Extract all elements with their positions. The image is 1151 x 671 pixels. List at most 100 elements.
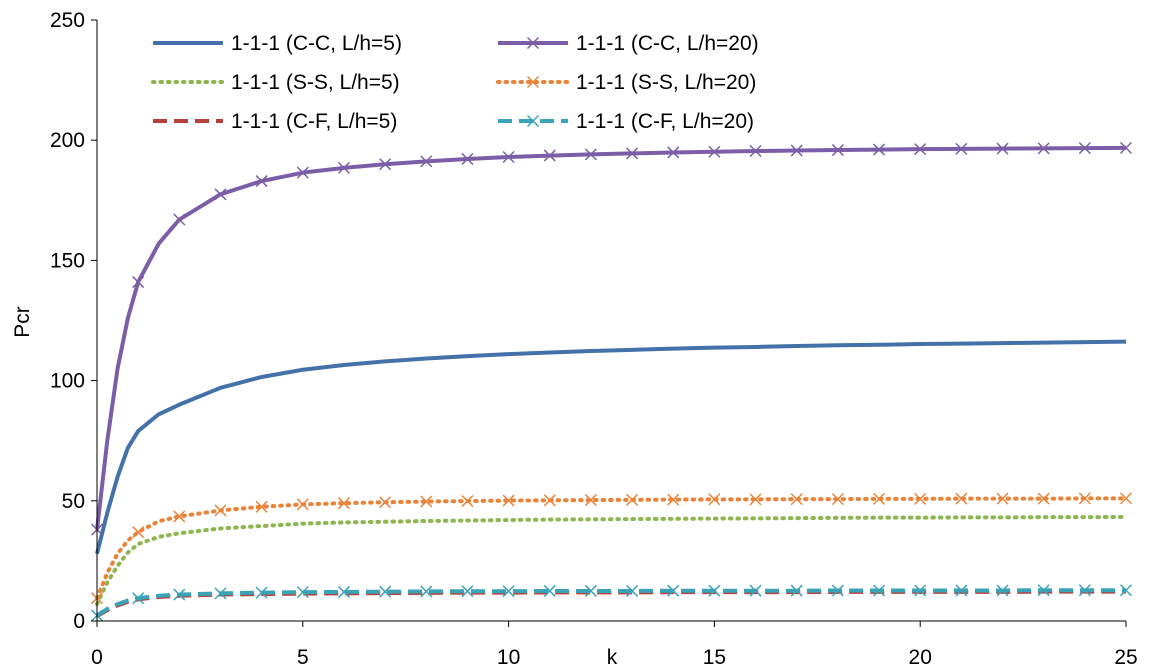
legend-item: 1-1-1 (C-C, L/h=5) — [153, 32, 402, 55]
data-point — [626, 493, 639, 506]
data-point — [543, 149, 556, 162]
x-tick-label: 20 — [909, 646, 932, 669]
series-1 — [95, 339, 1127, 555]
data-point — [461, 152, 474, 165]
data-point — [255, 175, 268, 188]
data-point — [831, 493, 844, 506]
data-point — [914, 584, 927, 597]
data-point — [790, 584, 803, 597]
y-tick-label: 50 — [62, 490, 85, 513]
data-point — [1078, 492, 1091, 505]
x-tick-label: 15 — [703, 646, 726, 669]
legend-item: 1-1-1 (C-C, L/h=20) — [498, 32, 759, 55]
series-5 — [95, 589, 1126, 618]
data-point — [420, 495, 433, 508]
data-point — [831, 144, 844, 157]
axes: 0 50 100 150 200 250 0 5 10 15 20 25 — [50, 9, 1138, 669]
data-point — [337, 161, 350, 174]
data-point — [1037, 584, 1050, 597]
data-point — [1078, 142, 1091, 155]
data-point — [996, 584, 1009, 597]
data-point — [873, 584, 886, 597]
data-point — [790, 493, 803, 506]
x-tick-label: 0 — [91, 646, 103, 669]
data-point — [296, 498, 309, 511]
data-point — [749, 144, 762, 158]
legend-item: 1-1-1 (C-F, L/h=5) — [153, 110, 397, 133]
data-point — [1037, 142, 1050, 155]
series-line — [95, 588, 1126, 618]
data-point — [914, 492, 927, 505]
data-point — [1119, 141, 1133, 154]
data-point — [749, 493, 762, 506]
legend-label: 1-1-1 (C-C, L/h=5) — [231, 32, 402, 55]
legend-label: 1-1-1 (C-F, L/h=5) — [231, 110, 397, 133]
data-point — [255, 586, 268, 599]
data-point — [914, 143, 927, 156]
data-point — [461, 585, 474, 598]
data-point — [214, 504, 227, 517]
data-point — [296, 166, 309, 179]
data-point — [831, 584, 844, 597]
y-tick-label: 0 — [73, 610, 85, 633]
data-point — [667, 146, 680, 159]
legend-item: 1-1-1 (C-F, L/h=20) — [498, 110, 754, 133]
legend-item: 1-1-1 (S-S, L/h=20) — [496, 71, 756, 94]
data-point — [708, 493, 721, 506]
series-4 — [90, 492, 1133, 605]
series-line — [95, 145, 1127, 530]
data-point — [790, 144, 803, 157]
data-point — [543, 584, 556, 597]
legend-label: 1-1-1 (C-C, L/h=20) — [576, 32, 759, 55]
data-point — [1037, 492, 1050, 505]
y-tick-label: 200 — [50, 129, 85, 152]
data-point — [173, 588, 186, 601]
data-point — [255, 500, 268, 513]
data-point — [708, 584, 721, 597]
data-point — [214, 188, 227, 201]
data-point — [543, 494, 556, 507]
data-point — [955, 584, 968, 597]
data-point — [667, 493, 680, 506]
plot-area — [90, 141, 1133, 622]
data-point — [996, 142, 1009, 155]
x-tick-label: 25 — [1114, 646, 1137, 669]
data-point — [626, 147, 639, 160]
legend-label: 1-1-1 (S-S, L/h=20) — [576, 71, 756, 94]
data-point — [667, 584, 680, 597]
data-point — [502, 150, 515, 164]
series-3 — [95, 514, 1128, 607]
data-point — [584, 584, 597, 597]
legend-marker — [526, 36, 540, 50]
legend-label: 1-1-1 (S-S, L/h=5) — [231, 71, 400, 94]
data-point — [996, 492, 1009, 505]
data-point — [584, 494, 597, 507]
x-tick-label: 5 — [297, 646, 309, 669]
data-point — [379, 496, 392, 509]
data-point — [173, 213, 186, 226]
data-point — [1119, 584, 1133, 597]
data-point — [337, 497, 350, 510]
legend-marker — [526, 114, 540, 128]
legend: 1-1-1 (C-C, L/h=5) 1-1-1 (C-C, L/h=20) 1-1… — [151, 32, 759, 133]
y-tick-label: 150 — [50, 249, 85, 272]
data-point — [379, 158, 392, 171]
series-6 — [90, 584, 1133, 622]
data-point — [379, 585, 392, 598]
data-point — [502, 585, 515, 598]
data-point — [873, 492, 886, 505]
data-point — [873, 143, 886, 156]
series-line — [95, 339, 1127, 555]
y-tick-label: 250 — [50, 9, 85, 32]
data-point — [173, 510, 186, 523]
series-line — [95, 589, 1126, 618]
data-point — [337, 585, 350, 598]
data-point — [1119, 492, 1133, 505]
series-line — [95, 496, 1128, 601]
data-point — [584, 148, 597, 161]
data-point — [296, 586, 309, 599]
data-point — [132, 526, 145, 539]
y-tick-label: 100 — [50, 370, 85, 393]
data-point — [749, 584, 762, 597]
